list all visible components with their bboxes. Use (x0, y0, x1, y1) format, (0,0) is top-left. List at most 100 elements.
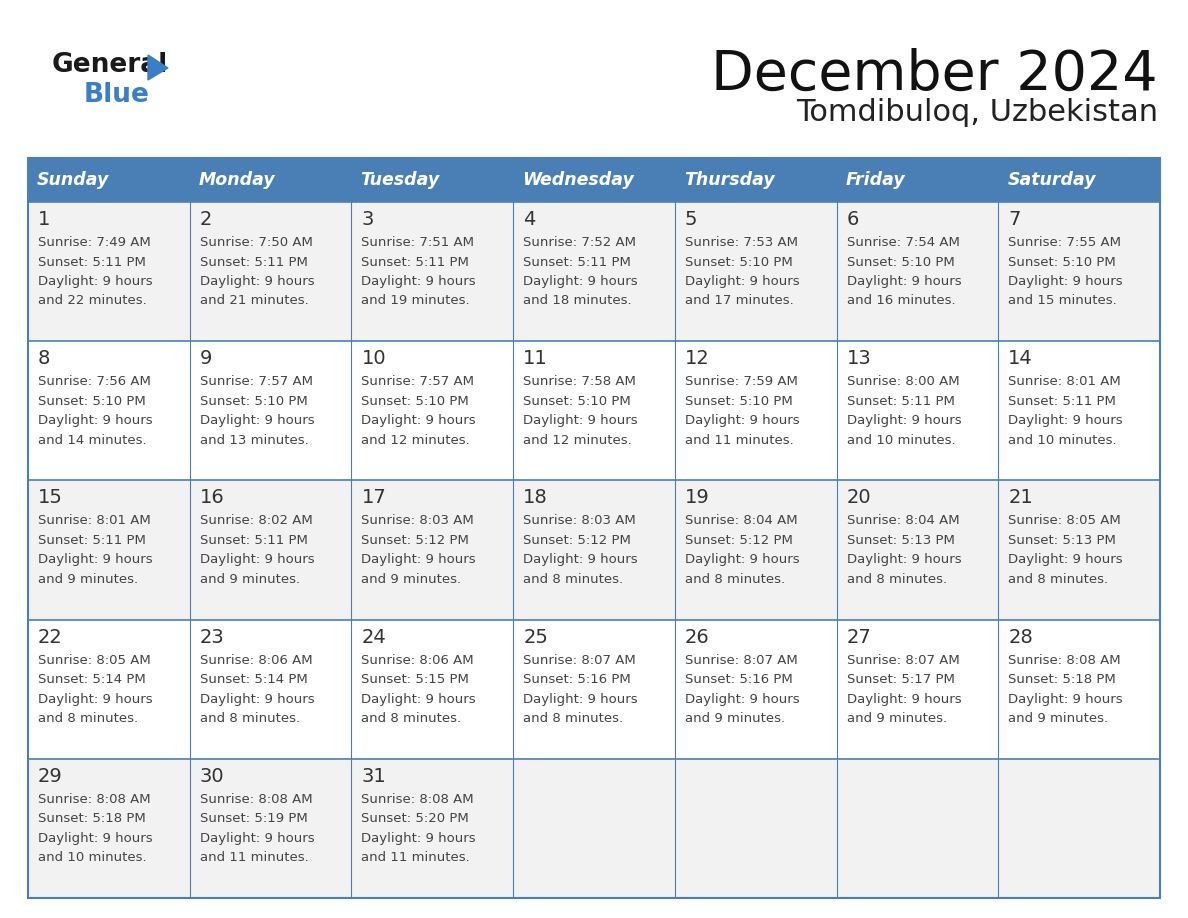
Text: Daylight: 9 hours: Daylight: 9 hours (523, 554, 638, 566)
Text: and 16 minutes.: and 16 minutes. (847, 295, 955, 308)
Text: Sunset: 5:17 PM: Sunset: 5:17 PM (847, 673, 954, 686)
Text: and 18 minutes.: and 18 minutes. (523, 295, 632, 308)
Bar (836, 202, 998, 341)
Text: Sunrise: 7:59 AM: Sunrise: 7:59 AM (684, 375, 797, 388)
Text: Sunrise: 8:08 AM: Sunrise: 8:08 AM (38, 793, 151, 806)
Text: and 14 minutes.: and 14 minutes. (38, 433, 146, 447)
Text: Sunrise: 8:00 AM: Sunrise: 8:00 AM (847, 375, 959, 388)
Text: Sunrise: 8:06 AM: Sunrise: 8:06 AM (200, 654, 312, 666)
Text: Sunrise: 8:08 AM: Sunrise: 8:08 AM (1009, 654, 1121, 666)
Bar (352, 480, 513, 620)
Bar (190, 620, 352, 759)
Polygon shape (148, 55, 168, 80)
Text: Sunset: 5:10 PM: Sunset: 5:10 PM (847, 255, 954, 268)
Text: 12: 12 (684, 349, 709, 368)
Text: and 15 minutes.: and 15 minutes. (1009, 295, 1117, 308)
Text: Sunset: 5:10 PM: Sunset: 5:10 PM (684, 395, 792, 408)
Text: Sunset: 5:20 PM: Sunset: 5:20 PM (361, 812, 469, 825)
Text: Sunrise: 8:04 AM: Sunrise: 8:04 AM (847, 514, 959, 528)
Bar (675, 202, 836, 341)
Text: 4: 4 (523, 210, 536, 229)
Text: Sunrise: 8:03 AM: Sunrise: 8:03 AM (361, 514, 474, 528)
Text: Sunrise: 8:08 AM: Sunrise: 8:08 AM (361, 793, 474, 806)
Text: Sunrise: 7:50 AM: Sunrise: 7:50 AM (200, 236, 312, 249)
Text: Sunset: 5:18 PM: Sunset: 5:18 PM (1009, 673, 1116, 686)
Text: and 9 minutes.: and 9 minutes. (200, 573, 299, 586)
Text: and 12 minutes.: and 12 minutes. (361, 433, 470, 447)
Text: Sunrise: 8:07 AM: Sunrise: 8:07 AM (847, 654, 960, 666)
Text: and 8 minutes.: and 8 minutes. (684, 573, 785, 586)
Text: Sunrise: 7:54 AM: Sunrise: 7:54 AM (847, 236, 960, 249)
Text: Sunrise: 8:08 AM: Sunrise: 8:08 AM (200, 793, 312, 806)
Bar (352, 620, 513, 759)
Text: 22: 22 (38, 628, 63, 646)
Text: 10: 10 (361, 349, 386, 368)
Text: Daylight: 9 hours: Daylight: 9 hours (523, 275, 638, 288)
Text: 24: 24 (361, 628, 386, 646)
Text: and 11 minutes.: and 11 minutes. (200, 851, 309, 865)
Text: Sunset: 5:10 PM: Sunset: 5:10 PM (684, 255, 792, 268)
Text: Daylight: 9 hours: Daylight: 9 hours (847, 692, 961, 706)
Text: Sunset: 5:14 PM: Sunset: 5:14 PM (200, 673, 308, 686)
Bar (513, 341, 675, 480)
Text: Sunrise: 8:04 AM: Sunrise: 8:04 AM (684, 514, 797, 528)
Bar (836, 480, 998, 620)
Bar (352, 158, 513, 202)
Text: 21: 21 (1009, 488, 1034, 508)
Text: and 8 minutes.: and 8 minutes. (523, 573, 624, 586)
Text: 5: 5 (684, 210, 697, 229)
Text: Daylight: 9 hours: Daylight: 9 hours (200, 832, 315, 845)
Bar (675, 158, 836, 202)
Text: 19: 19 (684, 488, 709, 508)
Text: Sunrise: 8:07 AM: Sunrise: 8:07 AM (684, 654, 797, 666)
Text: Daylight: 9 hours: Daylight: 9 hours (684, 275, 800, 288)
Text: and 8 minutes.: and 8 minutes. (200, 712, 299, 725)
Bar (29, 158, 190, 202)
Text: Daylight: 9 hours: Daylight: 9 hours (523, 692, 638, 706)
Bar (513, 480, 675, 620)
Text: Sunrise: 8:03 AM: Sunrise: 8:03 AM (523, 514, 636, 528)
Text: Sunrise: 7:57 AM: Sunrise: 7:57 AM (200, 375, 312, 388)
Bar (190, 759, 352, 898)
Text: Sunset: 5:11 PM: Sunset: 5:11 PM (200, 255, 308, 268)
Bar (352, 202, 513, 341)
Text: and 10 minutes.: and 10 minutes. (1009, 433, 1117, 447)
Text: Tuesday: Tuesday (360, 171, 440, 189)
Bar (998, 202, 1159, 341)
Text: Sunrise: 8:06 AM: Sunrise: 8:06 AM (361, 654, 474, 666)
Text: Sunrise: 7:57 AM: Sunrise: 7:57 AM (361, 375, 474, 388)
Text: Daylight: 9 hours: Daylight: 9 hours (684, 414, 800, 427)
Text: Sunset: 5:10 PM: Sunset: 5:10 PM (200, 395, 308, 408)
Text: Wednesday: Wednesday (523, 171, 634, 189)
Text: Sunset: 5:16 PM: Sunset: 5:16 PM (684, 673, 792, 686)
Text: and 22 minutes.: and 22 minutes. (38, 295, 147, 308)
Text: and 9 minutes.: and 9 minutes. (38, 573, 138, 586)
Text: Daylight: 9 hours: Daylight: 9 hours (1009, 692, 1123, 706)
Text: 7: 7 (1009, 210, 1020, 229)
Bar (675, 759, 836, 898)
Text: Thursday: Thursday (684, 171, 775, 189)
Text: Sunrise: 8:02 AM: Sunrise: 8:02 AM (200, 514, 312, 528)
Text: 1: 1 (38, 210, 50, 229)
Text: 11: 11 (523, 349, 548, 368)
Text: Sunset: 5:11 PM: Sunset: 5:11 PM (847, 395, 954, 408)
Text: Sunset: 5:10 PM: Sunset: 5:10 PM (1009, 255, 1116, 268)
Bar (998, 158, 1159, 202)
Text: Sunset: 5:11 PM: Sunset: 5:11 PM (361, 255, 469, 268)
Text: Sunset: 5:13 PM: Sunset: 5:13 PM (847, 534, 954, 547)
Text: Sunday: Sunday (37, 171, 109, 189)
Text: Daylight: 9 hours: Daylight: 9 hours (38, 275, 152, 288)
Text: Sunrise: 7:58 AM: Sunrise: 7:58 AM (523, 375, 636, 388)
Text: Sunrise: 8:01 AM: Sunrise: 8:01 AM (38, 514, 151, 528)
Text: 13: 13 (847, 349, 871, 368)
Text: Daylight: 9 hours: Daylight: 9 hours (361, 275, 476, 288)
Bar (513, 158, 675, 202)
Text: 27: 27 (847, 628, 871, 646)
Text: and 8 minutes.: and 8 minutes. (1009, 573, 1108, 586)
Text: Daylight: 9 hours: Daylight: 9 hours (361, 414, 476, 427)
Text: 3: 3 (361, 210, 374, 229)
Text: 6: 6 (847, 210, 859, 229)
Text: Sunrise: 8:05 AM: Sunrise: 8:05 AM (38, 654, 151, 666)
Text: and 8 minutes.: and 8 minutes. (38, 712, 138, 725)
Text: and 19 minutes.: and 19 minutes. (361, 295, 470, 308)
